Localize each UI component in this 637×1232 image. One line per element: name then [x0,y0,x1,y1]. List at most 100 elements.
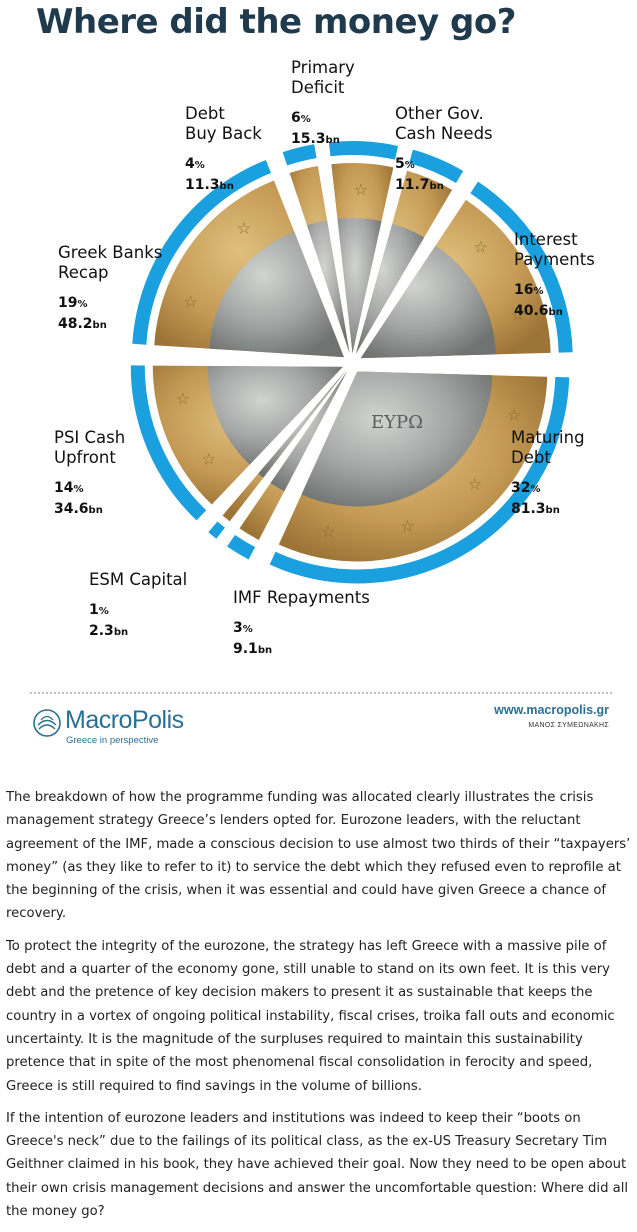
coin-inner-wedge [337,218,382,354]
author-credit: ΜΑΝΟΣ ΣΥΜΕΩΝΑΚΗΣ [528,722,609,729]
slice-amount: 81.3bn [511,501,560,517]
coin-star-icon: ☆ [468,475,482,494]
slice-name: PSI Cash [54,428,126,447]
percent-unit: % [73,484,84,495]
slice-label: Greek Banks Recap 19% 48.2bn [58,243,162,336]
slice-name: Deficit [291,78,345,97]
coin-inner-wedge [207,365,343,465]
percent-unit: % [530,484,541,495]
coin-star-icon: ☆ [400,517,414,536]
pie-slice [355,149,464,354]
slice-percent: 3% [233,620,253,636]
percent-unit: % [77,299,88,310]
slice-name: Debt [185,104,225,123]
slice-ring-arc [227,534,256,560]
amount-unit: bn [219,181,234,192]
pie-slices: ☆☆☆☆☆☆☆☆☆☆☆ΕΥΡΩ [130,141,573,584]
coin-star-icon: ☆ [183,292,197,311]
slice-name: Cash Needs [395,124,493,143]
divider [30,692,612,694]
amount-unit: bn [92,320,107,331]
brand-name: MacroPolis [65,706,184,734]
coin-inner-wedge [306,220,350,354]
slice-ring-arc [282,144,317,166]
pie-slice: ☆☆ [360,181,573,359]
slice-ring-arc [409,149,464,184]
coin-star-icon: ☆ [507,406,521,425]
slice-name: Payments [514,250,595,269]
slice-ring-arc [328,141,399,160]
slice-amount: 2.3bn [89,623,129,639]
coin-inner-wedge [355,223,425,354]
amount-unit: bn [257,645,273,656]
article-paragraph: The breakdown of how the programme fundi… [6,790,631,922]
coin-star-icon: ☆ [473,238,487,257]
macropolis-logo-icon [33,709,61,737]
slice-label: PSI Cash Upfront 14% 34.6bn [54,428,125,521]
coin-star-icon: ☆ [237,218,251,237]
slice-amount: 40.6bn [514,303,563,319]
slice-ring-arc [130,365,207,521]
coin-inner-wedge [301,371,493,507]
coin-star-icon: ☆ [176,389,190,408]
slice-name: Upfront [54,448,116,467]
slice-ring-arc [470,181,573,353]
pie-slice [227,371,347,560]
slice-name: Other Gov. [395,104,484,123]
slice-amount: 11.3bn [185,177,234,193]
percent-unit: % [242,624,253,635]
pie-slice: ☆ ☆ ☆ ☆ [269,371,570,584]
amount-unit: bn [113,627,129,638]
slice-percent: 6% [291,110,311,126]
percent-unit: % [533,286,544,297]
slice-name: Debt [511,448,551,467]
amount-unit: bn [545,505,560,516]
coin-star-icon: ☆ [321,522,335,541]
slice-name: ESM Capital [89,570,188,589]
chart-title: Where did the money go? [36,2,516,42]
slice-label: Debt Buy Back 4% 11.3bn [185,104,262,197]
article-paragraph: If the intention of eurozone leaders and… [6,1110,629,1220]
amount-unit: bn [548,307,563,318]
slice-amount: 9.1bn [233,641,273,657]
slice-amount: 15.3bn [291,131,340,147]
amount-unit: bn [429,181,444,192]
slice-percent: 16% [514,282,544,298]
slice-amount: 34.6bn [54,501,103,517]
slice-name: Recap [58,263,109,282]
amount-unit: bn [88,505,103,516]
amount-unit: bn [325,135,340,146]
slice-amount: 48.2bn [58,316,107,332]
slice-label: IMF Repayments 3% 9.1bn [233,588,370,661]
slice-percent: 5% [395,156,415,172]
slice-name: Interest [514,230,578,249]
slice-name: Maturing [511,428,585,447]
coin-star-icon: ☆ [511,305,525,324]
coin-inner-wedge [360,245,496,359]
percent-unit: % [300,114,311,125]
slice-ring-arc [269,377,570,584]
website-link[interactable]: www.macropolis.gr [494,703,609,717]
pie-slice: ☆☆ [130,365,343,521]
article-body: The breakdown of how the programme fundi… [6,786,634,1232]
slice-label: Interest Payments 16% 40.6bn [514,230,595,323]
pie-chart: ☆☆☆☆☆☆☆☆☆☆☆ΕΥΡΩ [130,141,573,584]
slice-label: Maturing Debt 32% 81.3bn [511,428,585,521]
slice-name: Primary [291,58,355,77]
slice-name: IMF Repayments [233,588,370,607]
brand-tagline: Greece in perspective [66,735,159,746]
percent-unit: % [404,160,415,171]
pie-slice: ☆☆ [132,160,344,358]
coin-star-icon: ☆ [354,180,368,199]
slice-name: Buy Back [185,124,262,143]
pie-slice [282,144,350,354]
coin-inner-wedge [258,370,346,478]
slice-percent: 14% [54,480,84,496]
slice-label: ESM Capital 1% 2.3bn [89,570,187,643]
coin-star-icon: ☆ [202,450,216,469]
slice-percent: 19% [58,295,88,311]
pie-slice [208,370,346,539]
coin-inner-wedge [209,231,344,358]
slice-percent: 1% [89,602,109,618]
coin-inner-wedge [270,371,347,492]
